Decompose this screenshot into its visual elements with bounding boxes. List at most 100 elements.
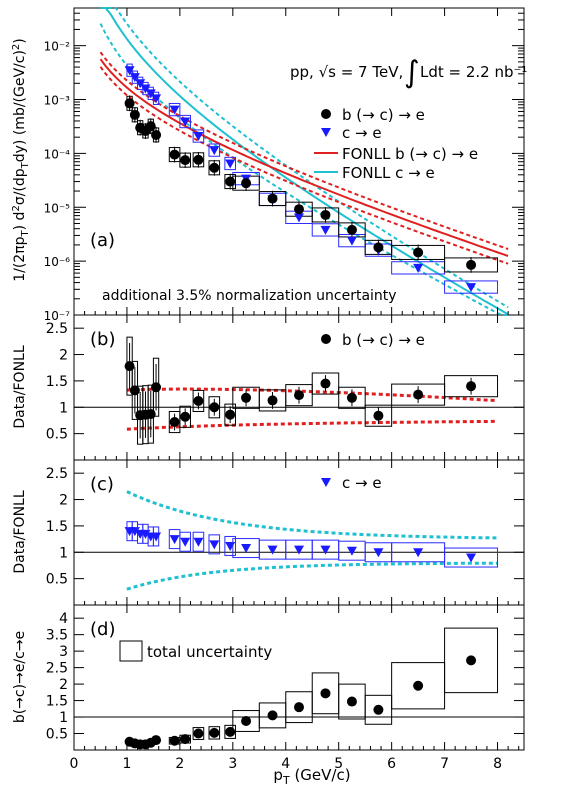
panel-b-legend-label: b (→ c) → e [342,331,425,349]
panel-d-tag: (d) [90,619,115,640]
fonll-c-upper-ratio-band [126,490,498,540]
c-to-e-point [129,73,140,83]
b-to-e-point [466,259,477,270]
panel-a-header-left: pp, √s = 7 TeV, [290,63,403,81]
x-tick-label: 3 [228,756,237,772]
fonll-b-lower-band [99,66,509,265]
y-tick-label: 10⁻² [44,40,71,54]
legend-c-label: c → e [342,124,382,142]
y-tick-label: 10⁻⁷ [44,309,71,323]
b-ratio-point [145,409,156,420]
c-ratio-syst-box [224,535,236,556]
c-to-e-point [294,213,304,223]
c-ratio-point [413,548,424,558]
c-to-e-point [466,283,477,293]
x-tick-label: 4 [281,756,290,772]
b-to-e-point [413,247,424,258]
b-ratio-syst-box [285,384,313,407]
panel-c-legend-label: c → e [342,474,382,492]
y-tick-label: 10⁻⁶ [44,255,71,269]
ratio-point [193,728,204,739]
b-ratio-point [129,385,140,396]
x-tick-label: 2 [175,756,184,772]
c-ratio-syst-box [208,534,221,555]
ratio-point [373,704,384,715]
y-tick-label: 0.5 [46,572,68,588]
b-ratio-point [151,382,162,393]
y-tick-label: 1.5 [46,374,68,390]
b-ratio-point [466,381,477,392]
c-syst-box [444,280,499,294]
c-ratio-point [193,537,204,547]
c-ratio-point [294,545,304,555]
y-tick-label: 2 [59,348,68,364]
b-to-e-point [320,209,331,220]
y-tick-label: 1.5 [46,519,68,535]
panel-a-tag: (a) [90,230,115,251]
c-to-e-point [135,79,146,89]
y-tick-label: 1 [59,400,68,416]
y-tick-label: 1.5 [46,694,68,710]
b-ratio-syst-box [192,389,205,412]
b-to-e-point [151,129,162,140]
c-ratio-point [320,545,331,555]
legend-b-marker [321,109,331,119]
legend-b-label: b (→ c) → e [342,106,425,124]
ratio-total-uncertainty-box [444,627,499,694]
y-tick-label: 3.5 [46,628,68,644]
ratio-point [320,688,331,699]
panel-a-ylabel: 1/(2πpT) d2σ/(dpTdy) (mb/(GeV/c)2) [11,38,31,282]
b-ratio-point [241,392,252,403]
c-syst-box [208,143,221,157]
c-ratio-point [373,548,384,558]
c-to-e-point [169,105,180,115]
c-to-e-point [180,117,191,127]
b-ratio-point [294,390,304,401]
fonll-b-lower-ratio-band [126,419,498,431]
ratio-point [169,735,180,746]
y-tick-label: 2 [59,677,68,693]
b-to-e-point [180,155,191,166]
y-tick-label: 0.5 [46,427,68,443]
fonll-b-upper-band [99,51,509,250]
panel-c-plot [74,490,524,591]
c-syst-box [224,156,236,171]
x-tick-label: 1 [122,756,131,772]
x-axis-label: pT (GeV/c) [273,766,350,787]
y-tick-label: 1 [59,545,68,561]
c-ratio-point [225,541,236,551]
b-ratio-point [373,410,384,421]
x-tick-label: 7 [440,756,449,772]
y-tick-label: 2.5 [46,466,68,482]
b-to-e-point [124,98,135,109]
b-to-e-point [193,154,204,165]
c-to-e-point [225,159,236,169]
b-ratio-syst-box [224,403,236,426]
c-syst-box [168,102,181,117]
b-to-e-point [267,193,278,204]
c-syst-box [179,114,191,129]
b-ratio-syst-box [179,405,191,428]
y-tick-label: 1 [59,710,68,726]
panel-b-legend-marker [321,334,331,344]
y-tick-label: 10⁻³ [44,94,71,108]
y-tick-label: 3 [59,644,68,660]
b-ratio-point [193,395,204,406]
panel-c-ylabel: Data/FONLL [12,490,28,573]
fonll-b-central-line [99,58,509,257]
c-to-e-point [209,146,220,156]
ratio-point [466,655,477,666]
ratio-point [346,696,357,707]
x-tick-label: 8 [493,756,502,772]
b-to-e-point [294,204,304,215]
ratio-total-uncertainty-box [192,727,205,740]
panel-d-legend-label: total uncertainty [147,643,272,661]
y-tick-label: 2 [59,493,68,509]
panel-b-ylabel: Data/FONLL [12,345,28,428]
c-ratio-syst-box [179,531,191,552]
y-tick-label: 4 [59,611,68,627]
panel-b-plot [74,336,524,445]
panel-b-tag: (b) [90,329,115,350]
panel-c-tag: (c) [90,474,114,495]
